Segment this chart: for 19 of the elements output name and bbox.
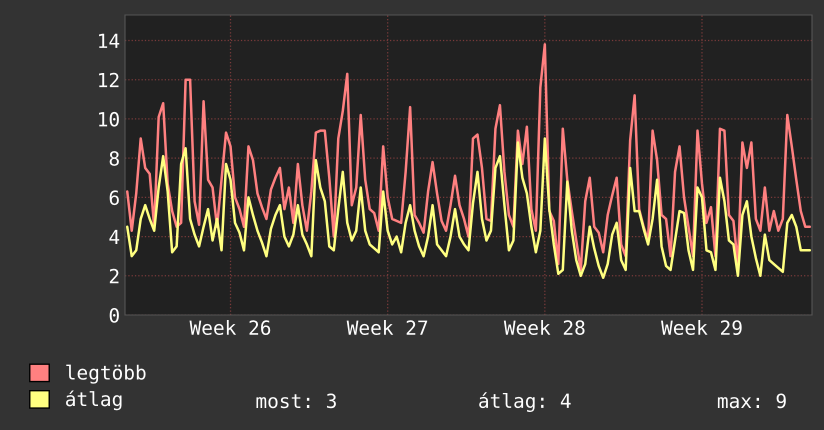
y-tick-label: 12 [99, 72, 118, 88]
x-tick-label: Week 28 [504, 320, 585, 336]
y-tick-label: 6 [110, 190, 119, 206]
line-series [126, 43, 812, 272]
y-tick-label: 14 [99, 34, 120, 48]
x-tick-label: Week 26 [190, 320, 270, 336]
legend-label: legtöbb [66, 364, 146, 384]
y-tick-label: 2 [110, 268, 118, 284]
line-series [126, 137, 812, 279]
x-tick-label: Week 29 [661, 320, 742, 336]
legend-label: átlag [66, 390, 122, 410]
y-tick-label: 8 [110, 151, 119, 166]
x-tick-label: Week 27 [346, 320, 428, 336]
text: max: 9 [718, 394, 786, 408]
y-tick-label: 0 [110, 308, 119, 323]
text: átlag: 4 [479, 392, 571, 412]
text: most: 3 [256, 394, 336, 408]
y-tick-label: 10 [99, 112, 119, 127]
y-tick-label: 4 [109, 230, 120, 244]
